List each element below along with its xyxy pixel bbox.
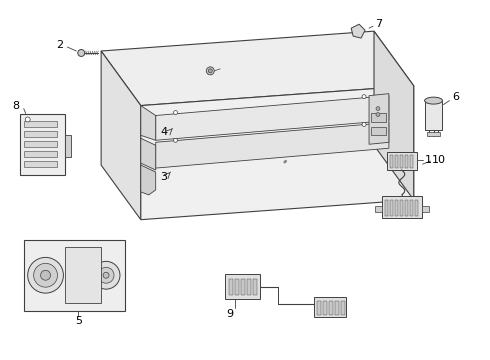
- Polygon shape: [374, 31, 414, 200]
- Bar: [24, 141, 57, 147]
- Bar: [318, 301, 321, 315]
- Polygon shape: [156, 122, 389, 168]
- Bar: [253, 279, 257, 295]
- Bar: [24, 239, 125, 311]
- Polygon shape: [101, 51, 141, 220]
- Circle shape: [377, 123, 381, 127]
- Bar: [323, 301, 327, 315]
- Bar: [315, 297, 346, 317]
- Bar: [390, 200, 393, 216]
- Ellipse shape: [425, 97, 442, 104]
- Circle shape: [208, 69, 212, 73]
- Circle shape: [173, 138, 177, 142]
- Bar: [385, 200, 388, 216]
- Text: 2: 2: [56, 40, 63, 50]
- Circle shape: [25, 117, 30, 122]
- Bar: [390, 155, 393, 168]
- Circle shape: [98, 267, 114, 283]
- Circle shape: [376, 107, 380, 111]
- Bar: [375, 206, 382, 212]
- Circle shape: [41, 270, 50, 280]
- Bar: [20, 113, 65, 175]
- Bar: [341, 301, 345, 315]
- Polygon shape: [141, 165, 156, 195]
- Bar: [247, 279, 251, 295]
- Bar: [410, 200, 413, 216]
- Bar: [241, 279, 245, 295]
- Circle shape: [34, 264, 57, 287]
- Bar: [371, 113, 386, 122]
- Bar: [371, 127, 386, 135]
- Text: 1: 1: [425, 155, 432, 165]
- Polygon shape: [156, 96, 389, 140]
- Text: 6: 6: [452, 92, 459, 102]
- Circle shape: [377, 96, 381, 100]
- Circle shape: [92, 261, 120, 289]
- Bar: [24, 121, 57, 127]
- Polygon shape: [351, 24, 365, 38]
- Bar: [387, 152, 416, 170]
- Circle shape: [206, 67, 214, 75]
- Text: 3: 3: [160, 172, 167, 182]
- Bar: [382, 196, 421, 218]
- Text: 9: 9: [226, 309, 234, 319]
- Bar: [410, 155, 413, 168]
- Bar: [24, 131, 57, 137]
- Bar: [24, 161, 57, 167]
- Circle shape: [145, 175, 150, 180]
- Circle shape: [103, 272, 109, 278]
- Polygon shape: [141, 105, 156, 140]
- Bar: [235, 279, 239, 295]
- Polygon shape: [369, 94, 389, 144]
- Bar: [65, 135, 72, 157]
- Circle shape: [145, 183, 150, 188]
- Bar: [225, 274, 260, 299]
- Bar: [395, 200, 398, 216]
- Text: 4: 4: [160, 127, 167, 138]
- Text: 7: 7: [375, 19, 383, 29]
- Polygon shape: [101, 31, 414, 105]
- Bar: [24, 151, 57, 157]
- Circle shape: [376, 113, 380, 117]
- Text: 8: 8: [12, 100, 19, 111]
- Bar: [335, 301, 339, 315]
- Circle shape: [362, 122, 366, 126]
- Circle shape: [28, 257, 63, 293]
- Text: 10: 10: [432, 155, 445, 165]
- Polygon shape: [141, 138, 156, 170]
- Bar: [329, 301, 333, 315]
- Circle shape: [78, 50, 85, 57]
- Bar: [415, 200, 417, 216]
- Bar: [425, 100, 442, 130]
- Bar: [405, 155, 408, 168]
- Bar: [395, 155, 398, 168]
- Polygon shape: [141, 86, 414, 220]
- Bar: [421, 206, 429, 212]
- Bar: [65, 247, 101, 303]
- Bar: [405, 200, 408, 216]
- Text: 5: 5: [75, 316, 82, 326]
- Circle shape: [362, 95, 366, 99]
- Bar: [427, 132, 441, 136]
- Circle shape: [173, 111, 177, 114]
- Bar: [400, 200, 403, 216]
- Bar: [400, 155, 403, 168]
- Bar: [229, 279, 233, 295]
